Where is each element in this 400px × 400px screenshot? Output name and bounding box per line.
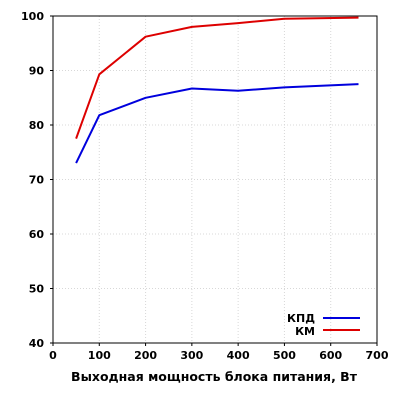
x-tick-label: 700 [366,349,389,362]
y-tick-label: 50 [29,283,45,296]
legend-label-kpd: КПД [287,312,315,325]
y-tick-label: 80 [29,119,45,132]
y-tick-label: 90 [29,65,45,78]
x-tick-label: 600 [319,349,342,362]
x-tick-label: 100 [88,349,111,362]
grid [52,15,378,344]
x-tick-label: 0 [49,349,57,362]
x-tick-label: 400 [227,349,250,362]
y-axis-ticks: 40 50 60 70 80 90 100 [21,10,53,350]
y-tick-label: 70 [29,174,45,187]
legend-label-km: КМ [295,325,315,338]
series-lines [75,16,359,164]
y-tick-label: 40 [29,337,45,350]
x-tick-label: 200 [134,349,157,362]
x-axis-ticks: 0 100 200 300 400 500 600 700 [49,343,389,362]
series-line-km [75,16,359,139]
x-axis-title: Выходная мощность блока питания, Вт [71,369,358,384]
x-tick-label: 300 [180,349,203,362]
y-tick-label: 100 [21,10,44,23]
x-tick-label: 500 [273,349,296,362]
legend: КПД КМ [287,312,360,338]
series-line-kpd [75,83,359,164]
y-tick-label: 60 [29,228,45,241]
